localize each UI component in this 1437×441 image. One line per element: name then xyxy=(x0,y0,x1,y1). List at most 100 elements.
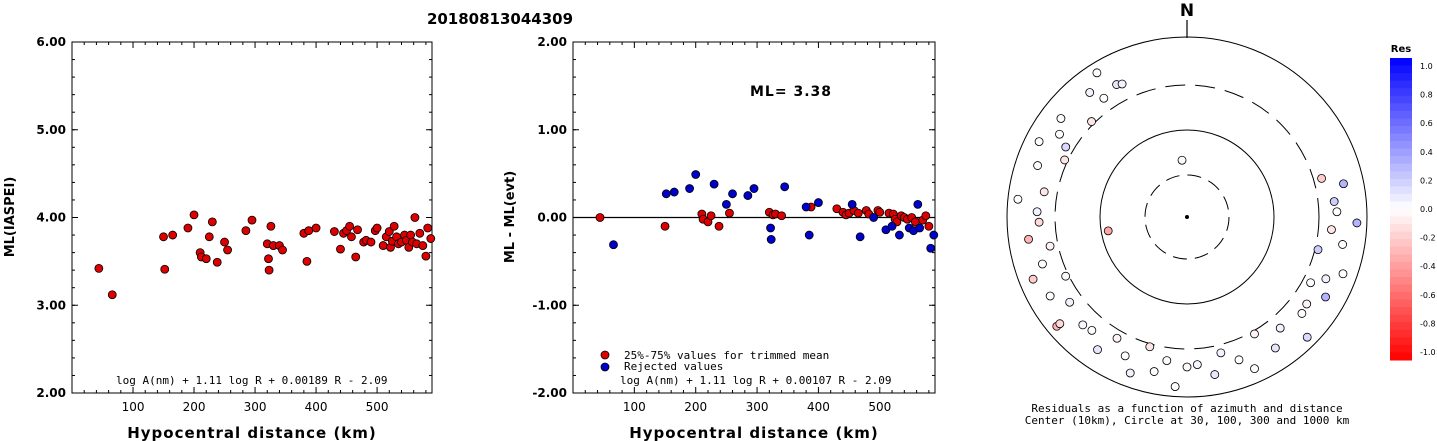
colorbar-cell xyxy=(1390,224,1412,233)
plot2-xtick-label: 200 xyxy=(684,400,707,414)
plot1-ytick-label: 4.00 xyxy=(36,211,66,225)
colorbar-cell xyxy=(1390,178,1412,187)
residual-point-blue xyxy=(691,170,701,179)
polar-residual-point xyxy=(1045,241,1055,251)
polar-residual-point xyxy=(1087,325,1097,335)
residual-point-blue xyxy=(926,243,936,253)
data-point xyxy=(345,221,355,231)
plot2-points xyxy=(595,170,939,253)
colorbar-cell xyxy=(1390,276,1412,285)
data-point xyxy=(336,244,345,254)
colorbar-cell xyxy=(1390,246,1412,255)
legend-red-marker xyxy=(600,350,610,360)
plot2-xtick-label: 100 xyxy=(623,400,646,414)
colorbar xyxy=(1390,58,1412,361)
colorbar-cell xyxy=(1390,344,1412,353)
data-point xyxy=(353,225,362,235)
legend-blue-label: Rejected values xyxy=(624,360,723,373)
data-point xyxy=(247,215,257,225)
colorbar-cell xyxy=(1390,156,1412,165)
polar-residual-point xyxy=(1112,333,1122,343)
residual-point-blue xyxy=(669,187,679,197)
colorbar-cell xyxy=(1390,141,1412,150)
data-point xyxy=(212,257,222,267)
residual-point-red xyxy=(660,221,670,231)
polar-residual-point xyxy=(1321,274,1331,284)
polar-residual-point xyxy=(1092,68,1102,78)
polar-residual-point xyxy=(1034,137,1044,147)
residual-point-red xyxy=(595,213,605,222)
colorbar-cell xyxy=(1390,80,1412,89)
polar-residual-point xyxy=(1177,155,1187,165)
data-point xyxy=(366,237,376,247)
plot2-ytick-label: 1.00 xyxy=(537,123,567,137)
residual-point-blue xyxy=(766,223,775,233)
residual-point-red xyxy=(875,207,885,217)
data-point xyxy=(426,234,436,243)
residual-point-red xyxy=(777,211,787,221)
polar-residual-point xyxy=(1339,179,1348,189)
residual-point-blue xyxy=(814,198,823,207)
colorbar-cell xyxy=(1390,133,1412,142)
residual-point-blue xyxy=(887,221,897,231)
polar-residual-point xyxy=(1297,309,1307,318)
polar-caption-1: Residuals as a function of azimuth and d… xyxy=(1031,402,1342,415)
plot1-xtick-label: 500 xyxy=(366,400,389,414)
plot1-xlabel: Hypocentral distance (km) xyxy=(127,424,377,441)
colorbar-cell xyxy=(1390,261,1412,270)
polar-residual-point xyxy=(1078,320,1088,330)
residual-point-blue xyxy=(728,189,737,199)
residual-point-blue xyxy=(913,199,923,209)
colorbar-cell xyxy=(1390,148,1412,157)
polar-caption-2: Center (10km), Circle at 30, 100, 300 an… xyxy=(1025,414,1350,427)
polar-residual-point xyxy=(1250,329,1259,339)
polar-residual-point xyxy=(1338,269,1348,279)
residual-point-blue xyxy=(609,240,618,250)
legend-red-label: 25%-75% values for trimmed mean xyxy=(624,349,829,362)
center-point xyxy=(1185,215,1189,219)
data-point xyxy=(266,221,276,231)
polar-residual-point xyxy=(1302,332,1312,342)
colorbar-cell xyxy=(1390,307,1412,316)
data-point xyxy=(311,223,321,233)
polar-residual-point xyxy=(1085,88,1095,97)
colorbar-cell xyxy=(1390,186,1412,195)
ring-1000km xyxy=(1006,36,1368,398)
north-label: N xyxy=(1180,1,1194,21)
polar-residual-point xyxy=(1034,217,1044,227)
polar-residual-point xyxy=(1013,194,1023,204)
polar-residual-point xyxy=(1103,226,1113,236)
colorbar-cell xyxy=(1390,110,1412,119)
data-point xyxy=(389,221,399,231)
polar-residual-point xyxy=(1125,368,1135,378)
polar-residual-point xyxy=(1120,351,1130,361)
residual-point-blue xyxy=(780,182,790,192)
polar-residual-point xyxy=(1038,259,1047,269)
polar-residual-point xyxy=(1117,79,1127,89)
polar-residual-point xyxy=(1327,225,1336,235)
colorbar-cell xyxy=(1390,329,1412,338)
plot2-formula: log A(nm) + 1.11 log R + 0.00107 R - 2.0… xyxy=(620,374,892,387)
plot2-ml-annotation: ML= 3.38 xyxy=(750,84,832,100)
colorbar-cell xyxy=(1390,314,1412,323)
ring-300km xyxy=(1054,84,1320,350)
polar-residual-point xyxy=(1210,370,1220,379)
residual-point-blue xyxy=(801,202,811,212)
colorbar-label: -0.2 xyxy=(1420,234,1436,243)
data-point xyxy=(204,232,214,242)
residual-point-blue xyxy=(804,230,814,240)
data-point xyxy=(201,254,211,264)
colorbar-label: 0.0 xyxy=(1420,205,1433,214)
data-point xyxy=(241,226,251,236)
colorbar-label: -0.4 xyxy=(1420,262,1436,271)
residual-point-blue xyxy=(915,223,925,233)
colorbar-cell xyxy=(1390,118,1412,127)
polar-residual-point xyxy=(1332,207,1342,217)
colorbar-cell xyxy=(1390,103,1412,112)
data-point xyxy=(415,228,425,238)
plot2-ytick-label: 0.00 xyxy=(537,211,567,225)
polar-residual-point xyxy=(1033,161,1043,170)
plot1-xtick-label: 200 xyxy=(183,400,206,414)
colorbar-label: 0.6 xyxy=(1420,119,1433,128)
colorbar-label: -0.6 xyxy=(1420,291,1436,300)
